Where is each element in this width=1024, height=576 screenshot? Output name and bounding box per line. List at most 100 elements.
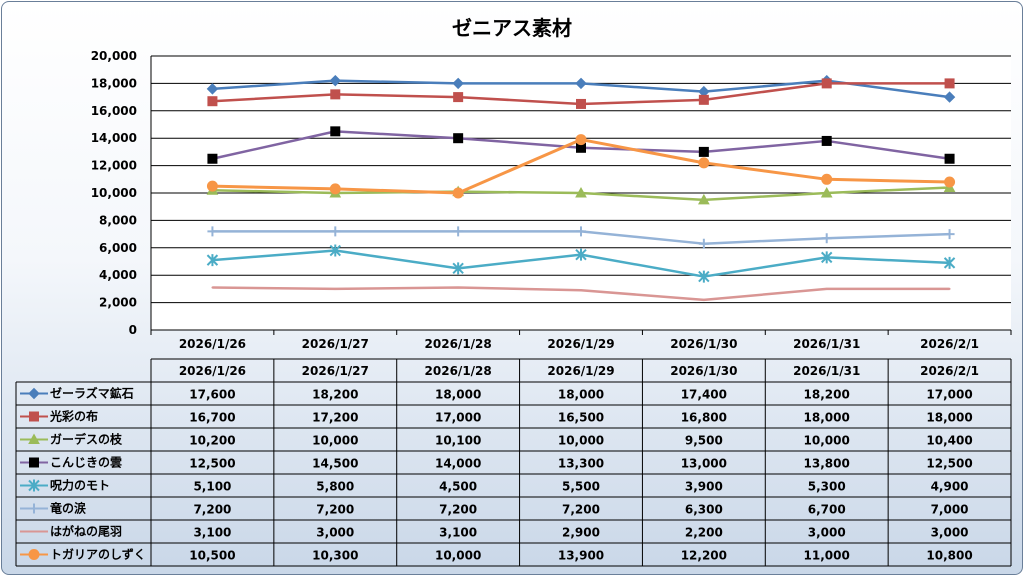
data-label: 10,800 [926, 549, 972, 563]
series-group [207, 126, 955, 164]
data-point [698, 146, 709, 157]
data-point [29, 503, 39, 514]
data-label: 10,100 [435, 434, 481, 448]
data-label: 2,200 [685, 526, 723, 540]
data-label: 17,400 [681, 388, 727, 402]
data-label: 10,000 [312, 434, 358, 448]
x-tick-label: 2026/1/27 [302, 337, 369, 351]
table-header-cell: 2026/1/31 [793, 364, 860, 378]
data-label: 6,700 [808, 503, 846, 517]
series-group [207, 226, 955, 249]
data-label: 4,500 [439, 480, 477, 494]
table-header-cell: 2026/1/26 [179, 364, 246, 378]
data-label: 10,000 [804, 434, 850, 448]
data-label: 4,900 [931, 480, 969, 494]
data-label: 16,500 [558, 411, 604, 425]
data-point [698, 270, 710, 283]
data-point [698, 238, 709, 249]
data-point [330, 89, 341, 100]
data-point [821, 251, 833, 264]
data-label: 7,200 [562, 503, 600, 517]
data-point [207, 153, 218, 164]
data-point [29, 457, 39, 468]
data-point [575, 186, 587, 198]
data-label: 16,700 [189, 411, 235, 425]
series-name: トガリアのしずく [50, 547, 146, 562]
data-label: 7,200 [193, 503, 231, 517]
series-name: はがねの尾羽 [50, 524, 122, 539]
data-label: 10,400 [926, 434, 972, 448]
data-point [453, 226, 464, 237]
data-point [575, 248, 587, 261]
y-tick-label: 4,000 [99, 268, 137, 282]
data-label: 3,900 [685, 480, 723, 494]
series-group [211, 286, 951, 302]
data-point [330, 126, 341, 137]
data-point [452, 262, 464, 275]
data-point [575, 134, 587, 146]
data-label: 12,500 [926, 457, 972, 471]
data-label: 5,800 [316, 480, 354, 494]
series-name: 呪力のモト [50, 478, 110, 493]
data-label: 17,000 [926, 388, 972, 402]
data-label: 14,000 [435, 457, 481, 471]
data-label: 18,200 [804, 388, 850, 402]
data-point [457, 286, 460, 289]
table-header-cell: 2026/2/1 [920, 364, 979, 378]
data-label: 3,000 [931, 526, 969, 540]
table-header-cell: 2026/1/30 [670, 364, 737, 378]
data-label: 3,100 [439, 526, 477, 540]
data-point [206, 254, 219, 267]
data-point [698, 193, 710, 205]
y-tick-label: 18,000 [91, 76, 137, 90]
data-point [329, 183, 341, 195]
data-point [329, 74, 341, 87]
data-point [576, 226, 586, 237]
data-point [452, 77, 464, 90]
data-label: 13,800 [804, 457, 850, 471]
data-label: 13,000 [681, 457, 727, 471]
data-label: 14,500 [312, 457, 358, 471]
y-tick-label: 20,000 [91, 49, 137, 63]
series-name: こんじきの雲 [50, 456, 122, 470]
data-point [825, 287, 828, 290]
data-label: 18,000 [435, 388, 481, 402]
data-point [334, 287, 337, 290]
data-point [28, 387, 40, 400]
data-point [575, 77, 587, 90]
y-tick-label: 14,000 [91, 131, 137, 145]
data-point [821, 233, 832, 244]
data-point [821, 135, 832, 146]
data-point [580, 289, 582, 292]
data-point [698, 94, 709, 105]
data-point [943, 91, 956, 103]
data-point [28, 549, 40, 560]
data-point [453, 92, 464, 103]
data-point [329, 244, 341, 257]
data-label: 10,000 [558, 434, 604, 448]
data-point [576, 98, 586, 109]
data-label: 18,200 [312, 388, 358, 402]
data-label: 18,000 [558, 388, 604, 402]
data-point [944, 153, 955, 164]
data-point [28, 479, 40, 492]
series-group [206, 244, 956, 283]
data-point [698, 157, 710, 169]
y-tick-label: 8,000 [99, 213, 137, 227]
series-group [207, 78, 955, 109]
y-tick-label: 16,000 [91, 104, 137, 118]
x-tick-label: 2026/2/1 [920, 337, 979, 351]
data-label: 9,500 [685, 434, 723, 448]
data-point [453, 133, 464, 144]
data-label: 10,500 [189, 549, 235, 563]
data-label: 3,000 [808, 526, 846, 540]
data-point [943, 256, 956, 269]
data-point [948, 287, 951, 290]
data-point [28, 433, 40, 444]
data-point [944, 176, 956, 188]
data-label: 10,200 [189, 434, 235, 448]
y-tick-label: 10,000 [91, 186, 137, 200]
data-point [452, 187, 464, 199]
series-group [206, 134, 956, 199]
